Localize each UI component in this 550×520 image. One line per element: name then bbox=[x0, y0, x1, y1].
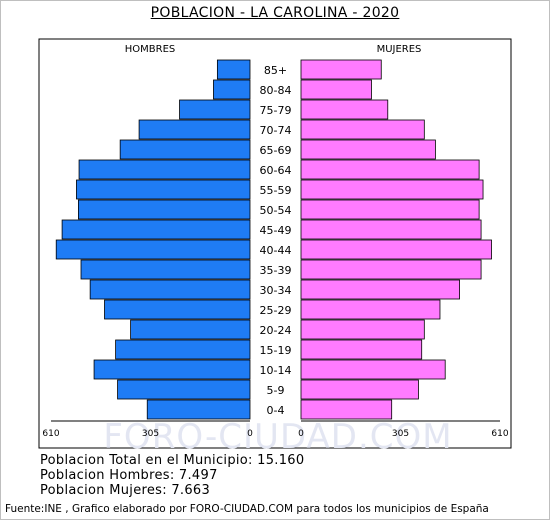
age-label-65-69: 65-69 bbox=[260, 144, 292, 157]
bar-mujeres-20-24 bbox=[300, 319, 425, 340]
age-label-20-24: 20-24 bbox=[260, 324, 292, 337]
bar-mujeres-10-14 bbox=[300, 359, 446, 380]
bar-hombres-70-74 bbox=[138, 119, 251, 140]
age-label-5-9: 5-9 bbox=[267, 384, 285, 397]
bar-hombres-55-59 bbox=[76, 179, 251, 200]
bar-mujeres-5-9 bbox=[300, 379, 419, 400]
bar-mujeres-70-74 bbox=[300, 119, 425, 140]
bar-mujeres-50-54 bbox=[300, 199, 480, 220]
x-tick-left-610: 610 bbox=[42, 429, 59, 439]
bar-hombres-30-34 bbox=[89, 279, 251, 300]
bar-hombres-45-49 bbox=[61, 219, 251, 240]
x-tick-right-0: 0 bbox=[298, 429, 304, 439]
bar-mujeres-60-64 bbox=[300, 159, 480, 180]
bar-hombres-15-19 bbox=[115, 339, 251, 360]
bar-hombres-85+ bbox=[216, 59, 251, 80]
age-label-40-44: 40-44 bbox=[260, 244, 292, 257]
x-tick-right-305: 305 bbox=[392, 429, 409, 439]
bar-mujeres-80-84 bbox=[300, 79, 372, 100]
watermark: FORO-CIUDAD.COM bbox=[103, 417, 452, 450]
bar-mujeres-0-4 bbox=[300, 399, 393, 420]
age-label-25-29: 25-29 bbox=[260, 304, 292, 317]
bar-mujeres-15-19 bbox=[300, 339, 423, 360]
age-label-75-79: 75-79 bbox=[260, 104, 292, 117]
source-note: Fuente:INE , Grafico elaborado por FORO-… bbox=[5, 503, 489, 515]
x-tick-left-305: 305 bbox=[142, 429, 159, 439]
age-label-85+: 85+ bbox=[264, 64, 287, 77]
bar-hombres-60-64 bbox=[78, 159, 251, 180]
summary-hombres: Poblacion Hombres: 7.497 bbox=[40, 468, 218, 483]
legend-hombres: HOMBRES bbox=[125, 44, 176, 55]
legend-mujeres: MUJERES bbox=[377, 44, 422, 55]
bar-hombres-10-14 bbox=[93, 359, 251, 380]
x-axis-layer: 610 305 0 0 305 610 bbox=[42, 420, 509, 439]
age-label-35-39: 35-39 bbox=[260, 264, 292, 277]
bar-hombres-40-44 bbox=[55, 239, 251, 260]
x-tick-right-610: 610 bbox=[491, 429, 508, 439]
bar-hombres-50-54 bbox=[78, 199, 251, 220]
summary-total: Poblacion Total en el Municipio: 15.160 bbox=[40, 453, 305, 468]
age-labels-layer: HOMBRES MUJERES 85+ 80-84 75-79 70-74 65-69 60-… bbox=[125, 44, 422, 417]
bar-mujeres-35-39 bbox=[300, 259, 482, 280]
bar-hombres-35-39 bbox=[80, 259, 251, 280]
age-label-60-64: 60-64 bbox=[260, 164, 292, 177]
summary-mujeres: Poblacion Mujeres: 7.663 bbox=[40, 483, 211, 498]
age-label-15-19: 15-19 bbox=[260, 344, 292, 357]
bar-mujeres-40-44 bbox=[300, 239, 492, 260]
bar-mujeres-55-59 bbox=[300, 179, 484, 200]
age-label-70-74: 70-74 bbox=[260, 124, 292, 137]
bar-mujeres-45-49 bbox=[300, 219, 482, 240]
bars-layer bbox=[55, 59, 492, 420]
bar-mujeres-25-29 bbox=[300, 299, 441, 320]
bar-hombres-20-24 bbox=[130, 319, 251, 340]
bar-hombres-80-84 bbox=[213, 79, 251, 100]
bar-hombres-25-29 bbox=[104, 299, 251, 320]
bar-hombres-5-9 bbox=[117, 379, 251, 400]
age-label-10-14: 10-14 bbox=[260, 364, 292, 377]
bar-hombres-65-69 bbox=[119, 139, 251, 160]
bar-mujeres-75-79 bbox=[300, 99, 389, 120]
age-label-80-84: 80-84 bbox=[260, 84, 292, 97]
x-tick-left-0: 0 bbox=[247, 429, 253, 439]
age-label-30-34: 30-34 bbox=[260, 284, 292, 297]
age-label-0-4: 0-4 bbox=[267, 404, 285, 417]
age-label-45-49: 45-49 bbox=[260, 224, 292, 237]
bar-hombres-0-4 bbox=[146, 399, 251, 420]
age-label-55-59: 55-59 bbox=[260, 184, 292, 197]
population-pyramid: FORO-CIUDAD.COM HOMBRES MUJERES 85+ 80-84 75… bbox=[38, 38, 512, 450]
age-label-50-54: 50-54 bbox=[260, 204, 292, 217]
chart-title: POBLACION - LA CAROLINA - 2020 bbox=[150, 5, 400, 21]
bar-mujeres-65-69 bbox=[300, 139, 436, 160]
bar-mujeres-30-34 bbox=[300, 279, 460, 300]
bar-mujeres-85+ bbox=[300, 59, 382, 80]
bar-hombres-75-79 bbox=[179, 99, 251, 120]
